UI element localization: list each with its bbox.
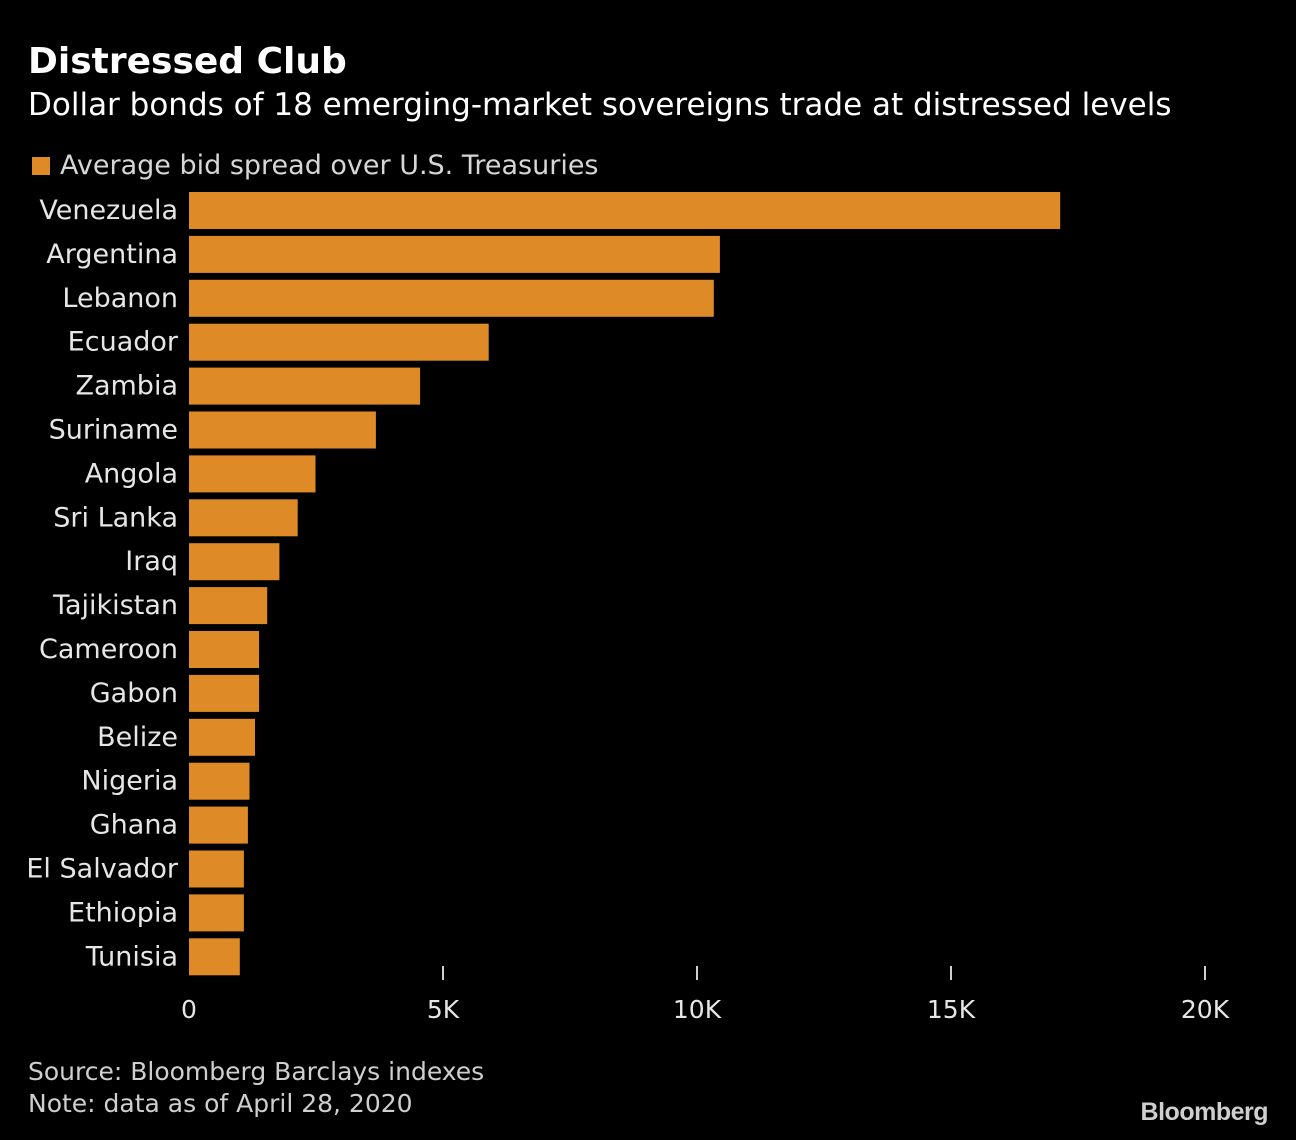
category-label-tunisia: Tunisia (85, 941, 178, 972)
category-label-ecuador: Ecuador (68, 327, 179, 358)
legend: Average bid spread over U.S. Treasuries (32, 150, 599, 181)
category-label-argentina: Argentina (46, 239, 178, 270)
bar-argentina (189, 235, 720, 273)
category-label-sri-lanka: Sri Lanka (53, 502, 178, 533)
bar-el-salvador (189, 850, 244, 888)
bar-iraq (189, 543, 280, 581)
footer: Source: Bloomberg Barclays indexes Note:… (28, 1056, 484, 1120)
bloomberg-logo: Bloomberg (1140, 1098, 1269, 1126)
bar-venezuela (189, 192, 1061, 229)
category-label-nigeria: Nigeria (81, 766, 178, 797)
category-label-ethiopia: Ethiopia (68, 897, 178, 928)
bar-tunisia (189, 938, 240, 976)
bar-sri-lanka (189, 499, 298, 537)
bar-tajikistan (189, 587, 268, 625)
chart-title: Distressed Club (28, 41, 347, 82)
x-tick-label: 0 (181, 995, 197, 1024)
category-label-belize: Belize (97, 722, 178, 753)
bar-gabon (189, 674, 260, 712)
bar-suriname (189, 411, 376, 449)
bar-lebanon (189, 279, 714, 317)
category-label-gabon: Gabon (90, 678, 178, 709)
bar-ghana (189, 806, 248, 844)
category-label-lebanon: Lebanon (62, 283, 178, 314)
category-label-iraq: Iraq (125, 546, 178, 577)
bar-nigeria (189, 762, 250, 800)
bar-zambia (189, 367, 421, 405)
category-label-angola: Angola (85, 458, 178, 489)
bar-cameroon (189, 631, 260, 668)
x-tick-label: 15K (927, 995, 976, 1024)
bar-ecuador (189, 323, 489, 361)
legend-label: Average bid spread over U.S. Treasuries (60, 150, 599, 181)
source-note: Source: Bloomberg Barclays indexes (28, 1057, 485, 1086)
bar-belize (189, 718, 255, 756)
x-tick-label: 10K (673, 995, 722, 1024)
category-label-zambia: Zambia (75, 371, 178, 402)
bar-ethiopia (189, 894, 244, 932)
category-label-el-salvador: El Salvador (26, 854, 179, 885)
category-label-venezuela: Venezuela (39, 195, 178, 226)
chart-subtitle: Dollar bonds of 18 emerging-market sover… (28, 87, 1172, 123)
bar-chart: Venezuela Argentina Lebanon Ecuador Zambia Su… (26, 192, 1230, 1024)
category-label-ghana: Ghana (90, 810, 178, 841)
bar-angola (189, 455, 316, 493)
category-label-suriname: Suriname (49, 415, 178, 446)
x-tick-label: 5K (427, 995, 460, 1024)
category-label-cameroon: Cameroon (39, 634, 178, 665)
category-label-tajikistan: Tajikistan (52, 590, 178, 621)
data-note: Note: data as of April 28, 2020 (28, 1089, 413, 1118)
legend-swatch (32, 156, 50, 175)
x-tick-label: 20K (1181, 995, 1230, 1024)
